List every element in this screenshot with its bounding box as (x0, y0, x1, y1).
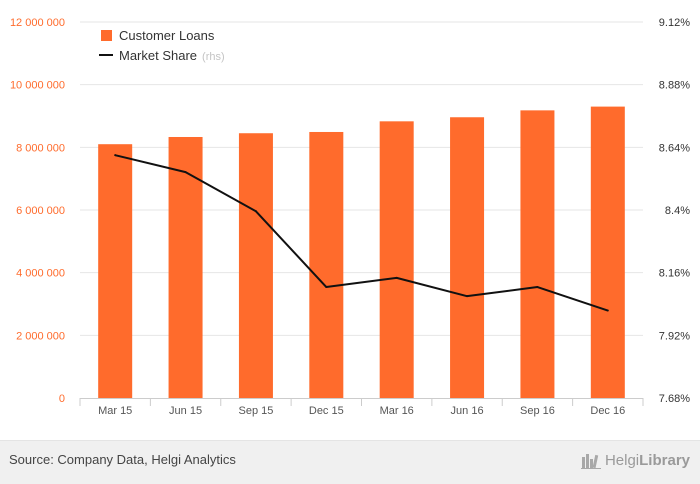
bar-customer-loans (98, 144, 133, 398)
left-axis-tick-label: 8 000 000 (16, 142, 65, 154)
gridlines (80, 21, 643, 336)
legend-market-share-name: Market Share (119, 48, 197, 63)
left-axis-tick-label: 6 000 000 (16, 205, 65, 217)
footer: Source: Company Data, Helgi Analytics He… (0, 440, 700, 484)
point-market-share (606, 309, 609, 312)
point-market-share (536, 286, 539, 289)
bar-customer-loans (590, 106, 625, 398)
logo-word-light: Helgi (604, 451, 640, 469)
legend-label-market-share: Market Share (rhs) (119, 48, 225, 63)
left-axis-tick-label: 2 000 000 (16, 330, 65, 342)
legend-swatch-customer-loans (101, 30, 112, 41)
x-axis-tick-label: Dec 16 (590, 405, 625, 417)
x-axis-tick-label: Sep 16 (520, 405, 555, 417)
right-axis-tick-label: 8.88% (659, 80, 690, 92)
books-icon (580, 454, 601, 469)
right-axis-tick-label: 8.16% (659, 268, 690, 280)
bar-customer-loans (309, 131, 344, 399)
bar-customer-loans (520, 110, 555, 399)
logo-wordmark: HelgiLibrary (605, 452, 690, 469)
bar-customer-loans (450, 117, 485, 399)
left-axis-tick-label: 10 000 000 (10, 80, 65, 92)
point-market-share (184, 171, 187, 174)
legend-label-customer-loans: Customer Loans (119, 28, 215, 43)
line-market-share (114, 154, 609, 312)
source-note: Source: Company Data, Helgi Analytics (9, 452, 236, 467)
right-axis-tick-label: 8.4% (665, 205, 690, 217)
right-axis-tick-label: 9.12% (659, 17, 690, 29)
legend: Customer Loans Market Share (rhs) (99, 28, 225, 63)
x-axis-tick-label: Sep 15 (239, 405, 274, 417)
line-series (114, 154, 609, 312)
x-axis-tick-label: Jun 15 (169, 405, 202, 417)
point-market-share (254, 210, 257, 213)
point-market-share (325, 286, 328, 289)
helgi-library-logo: HelgiLibrary (580, 451, 690, 469)
bar-customer-loans (379, 121, 414, 399)
chart-svg: 0 2 000 000 4 000 000 6 000 000 8 000 000 10 … (10, 17, 690, 417)
point-market-share (114, 154, 117, 157)
left-axis-tick-label: 12 000 000 (10, 17, 65, 29)
logo-word-strong: Library (639, 451, 690, 469)
point-market-share (395, 276, 398, 279)
point-market-share (466, 295, 469, 298)
left-axis-tick-label: 0 (59, 393, 65, 405)
bar-series (98, 106, 625, 399)
axes: 0 2 000 000 4 000 000 6 000 000 8 000 000 10 … (10, 17, 690, 417)
bar-customer-loans (168, 136, 203, 398)
right-axis-tick-label: 7.92% (659, 330, 690, 342)
x-axis-tick-label: Mar 16 (380, 405, 414, 417)
bar-customer-loans (238, 133, 273, 398)
left-axis-tick-label: 4 000 000 (16, 268, 65, 280)
x-axis-tick-label: Jun 16 (451, 405, 484, 417)
x-axis-tick-label: Mar 15 (98, 405, 132, 417)
legend-market-share-suffix: (rhs) (202, 51, 225, 63)
right-axis-tick-label: 8.64% (659, 142, 690, 154)
x-axis-tick-label: Dec 15 (309, 405, 344, 417)
right-axis-tick-label: 7.68% (659, 393, 690, 405)
